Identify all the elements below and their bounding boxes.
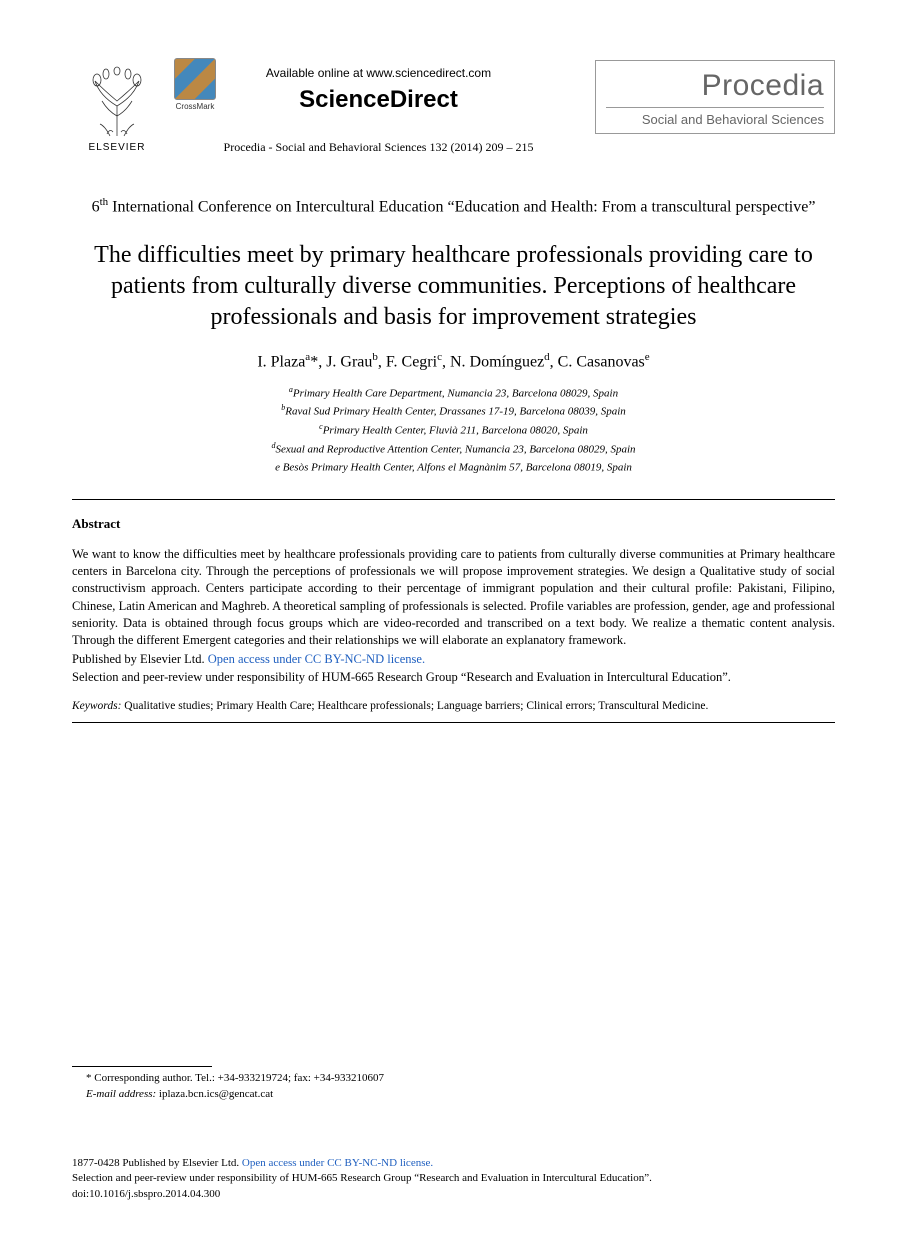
rule-top	[72, 499, 835, 500]
crossmark-icon	[174, 58, 216, 100]
available-online-text: Available online at www.sciencedirect.co…	[266, 66, 491, 80]
article-title: The difficulties meet by primary healthc…	[72, 240, 835, 334]
keywords-line: Keywords: Qualitative studies; Primary H…	[72, 700, 835, 712]
email-label: E-mail address:	[86, 1088, 156, 1100]
footer-open-access: Open access under	[242, 1157, 327, 1169]
abstract-heading: Abstract	[72, 516, 835, 532]
journal-reference: Procedia - Social and Behavioral Science…	[224, 140, 534, 155]
copyright-prefix: Published by Elsevier Ltd.	[72, 652, 208, 666]
footer-line-1: 1877-0428 Published by Elsevier Ltd. Ope…	[72, 1156, 835, 1171]
authors-list: I. Plazaa*, J. Graub, F. Cegric, N. Domí…	[72, 351, 835, 371]
crossmark-badge[interactable]: CrossMark	[170, 58, 220, 111]
keywords-label: Keywords:	[72, 700, 121, 712]
affiliation-b: bRaval Sud Primary Health Center, Drassa…	[72, 402, 835, 421]
footer-block: 1877-0428 Published by Elsevier Ltd. Ope…	[72, 1156, 835, 1202]
elsevier-label: ELSEVIER	[89, 142, 146, 153]
footer-cc-link[interactable]: CC BY-NC-ND license.	[327, 1157, 433, 1169]
header-row: ELSEVIER CrossMark Available online at w…	[72, 60, 835, 155]
affiliations-block: aPrimary Health Care Department, Numanci…	[72, 384, 835, 477]
affiliation-c: cPrimary Health Center, Fluvià 211, Barc…	[72, 421, 835, 440]
rule-bottom	[72, 722, 835, 723]
affiliation-d: dSexual and Reproductive Attention Cente…	[72, 440, 835, 459]
elsevier-logo-block: ELSEVIER	[72, 60, 162, 153]
procedia-title: Procedia	[606, 71, 824, 101]
conference-ordinal: 6	[92, 198, 100, 215]
header-center: Available online at www.sciencedirect.co…	[162, 60, 595, 155]
peer-review-line: Selection and peer-review under responsi…	[72, 669, 835, 686]
footnote-corr: * Corresponding author. Tel.: +34-933219…	[72, 1071, 835, 1086]
corresponding-author-footnote: * Corresponding author. Tel.: +34-933219…	[72, 1066, 835, 1102]
affiliation-a: aPrimary Health Care Department, Numanci…	[72, 384, 835, 403]
footer-line-2: Selection and peer-review under responsi…	[72, 1171, 835, 1186]
conference-text: International Conference on Intercultura…	[108, 198, 815, 215]
footer-doi: doi:10.1016/j.sbspro.2014.04.300	[72, 1187, 835, 1202]
crossmark-label: CrossMark	[176, 102, 215, 111]
cc-license-link[interactable]: CC BY-NC-ND license.	[305, 652, 425, 666]
email-address: iplaza.bcn.ics@gencat.cat	[156, 1088, 273, 1100]
open-access-text: Open access under	[208, 652, 305, 666]
procedia-subtitle: Social and Behavioral Sciences	[606, 107, 824, 127]
conference-name: 6th International Conference on Intercul…	[72, 195, 835, 218]
affiliation-e: e Besòs Primary Health Center, Alfons el…	[72, 458, 835, 477]
sciencedirect-logo: ScienceDirect	[299, 86, 458, 114]
footnote-rule	[72, 1066, 212, 1067]
procedia-journal-box: Procedia Social and Behavioral Sciences	[595, 60, 835, 134]
issn-publisher: 1877-0428 Published by Elsevier Ltd.	[72, 1157, 242, 1169]
keywords-text: Qualitative studies; Primary Health Care…	[121, 700, 708, 712]
copyright-line: Published by Elsevier Ltd. Open access u…	[72, 651, 835, 668]
footnote-email: E-mail address: iplaza.bcn.ics@gencat.ca…	[72, 1087, 835, 1102]
ordinal-suffix: th	[100, 196, 109, 208]
abstract-body: We want to know the difficulties meet by…	[72, 546, 835, 650]
elsevier-tree-icon	[80, 66, 154, 140]
